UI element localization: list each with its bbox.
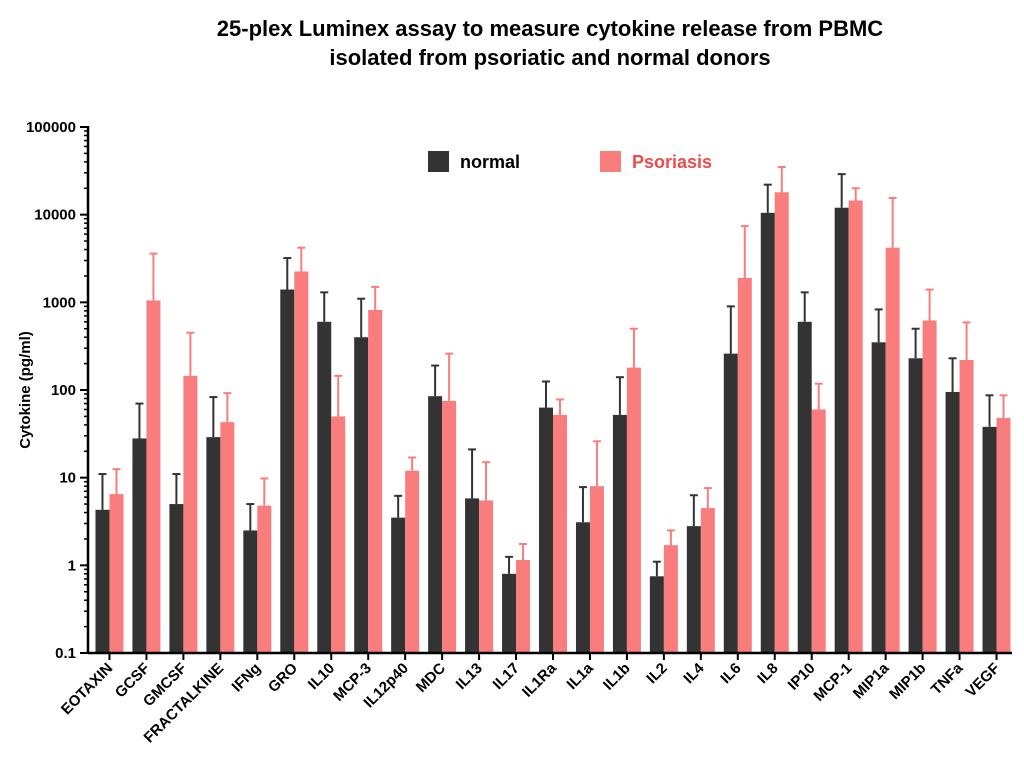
bar-normal-fractalkine: [206, 437, 221, 653]
x-tick-label: IL1b: [600, 660, 634, 694]
x-tick-label: IL1Ra: [519, 659, 560, 700]
x-tick-label: IL8: [754, 660, 781, 687]
x-tick-label: GRO: [265, 660, 301, 696]
bar-normal-il12p40: [391, 517, 406, 653]
legend: normal Psoriasis: [428, 151, 712, 172]
y-tick-label: 1000: [43, 294, 76, 311]
y-tick-label: 0.1: [55, 645, 76, 662]
bar-normal-il13: [465, 498, 480, 653]
bar-psoriasis-vegf: [996, 417, 1011, 653]
bar-normal-il6: [723, 353, 738, 653]
legend-swatch-normal: [428, 151, 449, 172]
bar-normal-mcp-1: [834, 207, 849, 654]
bar-normal-il17: [502, 573, 517, 653]
bar-normal-ifng: [243, 530, 258, 653]
x-tick-label: IL10: [305, 660, 338, 693]
x-tick-label: MIP1b: [886, 660, 929, 703]
bar-normal-tnfa: [945, 391, 960, 653]
bar-psoriasis-mip1a: [885, 247, 900, 654]
bar-normal-vegf: [982, 426, 997, 653]
bar-psoriasis-il4: [700, 508, 715, 653]
x-tick-label: IL1a: [564, 659, 598, 693]
bar-psoriasis-gmcsf: [183, 375, 198, 653]
legend-swatch-psoriasis: [600, 151, 621, 172]
bar-psoriasis-mcp-1: [848, 200, 863, 653]
y-tick-label: 100000: [26, 119, 76, 136]
x-tick-label: IL6: [717, 660, 744, 687]
bar-psoriasis-il10: [331, 416, 346, 653]
y-tick-label: 10000: [34, 207, 76, 224]
bar-normal-il1a: [575, 522, 590, 653]
bar-normal-mcp-3: [354, 337, 369, 653]
bar-psoriasis-gro: [294, 271, 309, 653]
x-tick-label: MIP1a: [850, 659, 893, 702]
bar-psoriasis-il1ra: [553, 414, 567, 653]
bar-normal-gro: [280, 289, 295, 653]
x-tick-label: IL13: [453, 660, 486, 693]
bar-normal-gmcsf: [169, 504, 184, 653]
bar-psoriasis-gcsf: [146, 300, 161, 653]
x-tick-label: EOTAXIN: [58, 660, 116, 718]
x-tick-label: IL17: [490, 660, 523, 693]
chart-title: 25-plex Luminex assay to measure cytokin…: [0, 14, 1024, 72]
y-axis-title: Cytokine (pg/ml): [17, 331, 34, 449]
bar-normal-mdc: [428, 396, 443, 653]
x-tick-label: MCP-1: [810, 660, 855, 705]
bar-psoriasis-il1a: [589, 486, 604, 653]
bar-psoriasis-mdc: [442, 400, 457, 653]
bar-psoriasis-fractalkine: [220, 422, 235, 653]
bar-normal-il2: [649, 576, 664, 653]
x-tick-label: IL2: [643, 660, 670, 687]
bar-normal-il8: [760, 212, 775, 653]
bar-normal-il10: [317, 321, 332, 653]
bar-psoriasis-mcp-3: [368, 309, 383, 653]
x-tick-label: IL4: [680, 659, 708, 687]
bar-normal-gcsf: [132, 438, 147, 653]
bar-psoriasis-mip1b: [922, 320, 937, 653]
x-tick-label: MDC: [413, 660, 449, 696]
bar-psoriasis-il6: [737, 277, 752, 653]
bar-psoriasis-tnfa: [959, 359, 974, 653]
bar-psoriasis-il8: [774, 192, 789, 653]
bar-normal-mip1b: [908, 358, 923, 653]
y-tick-label: 10: [59, 470, 76, 487]
x-tick-label: TNFa: [928, 659, 967, 698]
bar-normal-mip1a: [871, 342, 886, 653]
bar-psoriasis-il1b: [626, 367, 641, 653]
bar-psoriasis-il13: [479, 500, 494, 653]
bar-normal-il1b: [612, 414, 627, 653]
bar-normal-il1ra: [539, 407, 553, 653]
legend-label-psoriasis: Psoriasis: [632, 152, 712, 172]
bar-psoriasis-il17: [516, 560, 531, 653]
chart-title-line-2: isolated from psoriatic and normal donor…: [329, 45, 771, 70]
y-tick-label: 100: [51, 382, 76, 399]
bar-normal-il4: [686, 526, 701, 653]
bar-normal-ip10: [797, 321, 812, 653]
chart-title-line-1: 25-plex Luminex assay to measure cytokin…: [216, 16, 884, 41]
bar-psoriasis-ifng: [257, 505, 272, 653]
bars-layer: [95, 165, 1011, 654]
bar-psoriasis-il2: [663, 545, 678, 653]
x-tick-label: IFNg: [229, 660, 265, 696]
bar-psoriasis-eotaxin: [109, 494, 124, 653]
bar-psoriasis-ip10: [811, 409, 826, 653]
bar-normal-eotaxin: [95, 509, 110, 653]
y-tick-label: 1: [68, 557, 76, 574]
bar-psoriasis-il12p40: [405, 470, 420, 653]
legend-label-normal: normal: [460, 152, 520, 172]
x-tick-label: VEGF: [962, 660, 1003, 701]
